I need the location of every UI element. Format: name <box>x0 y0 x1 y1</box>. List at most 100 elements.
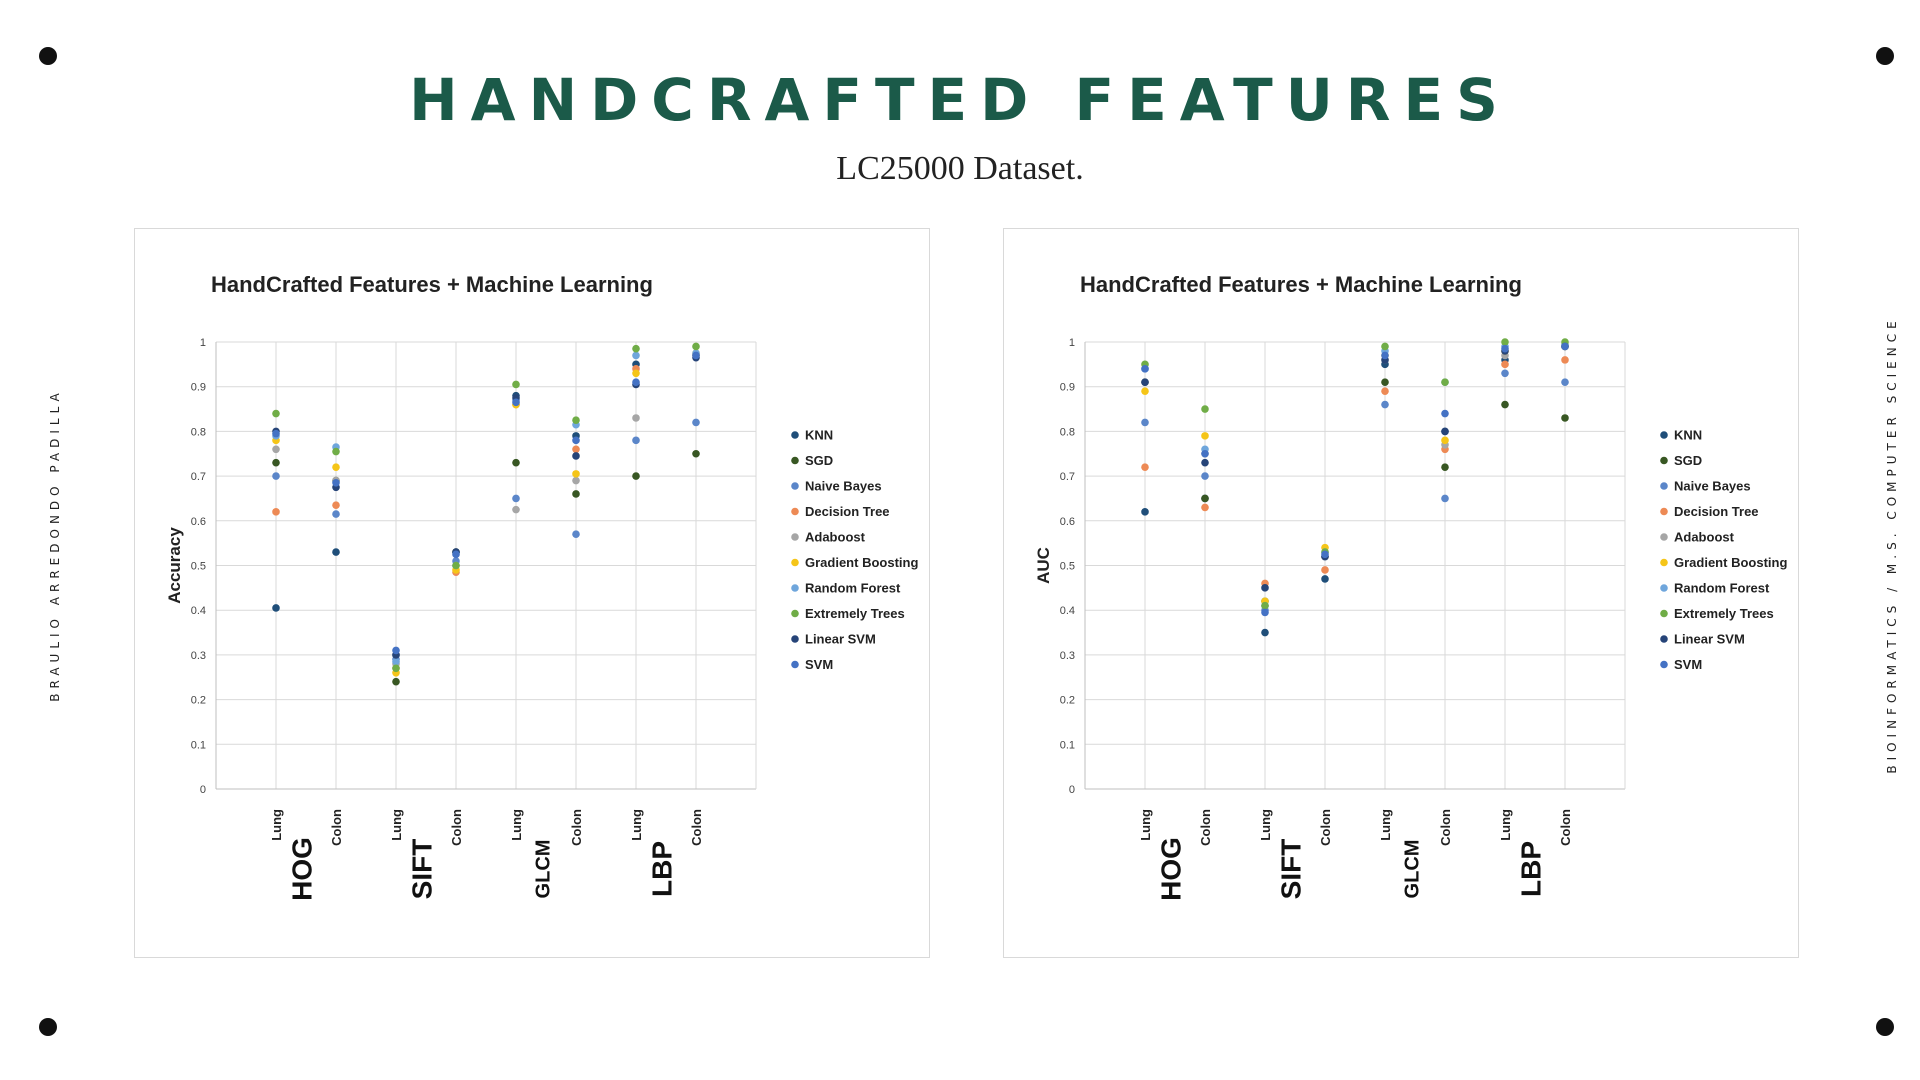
legend-label-gradient-boosting: Gradient Boosting <box>1674 555 1787 570</box>
point-adaboost <box>272 445 280 454</box>
y-tick-label: 0.1 <box>191 739 206 751</box>
group-label-sift: SIFT <box>1275 839 1306 900</box>
point-linear-svm <box>1441 427 1449 436</box>
legend-marker-knn <box>791 431 799 439</box>
legend-label-random-forest: Random Forest <box>1674 581 1770 596</box>
corner-dot-top-left <box>39 47 57 65</box>
x-tick-label: Lung <box>269 809 284 841</box>
point-knn <box>272 604 280 612</box>
point-naive-bayes <box>1381 400 1389 409</box>
y-tick-label: 1 <box>1069 337 1075 349</box>
legend-marker-knn <box>1660 431 1668 439</box>
y-tick-label: 0.3 <box>191 650 206 662</box>
legend-marker-decision-tree <box>1660 507 1668 516</box>
point-random-forest <box>632 351 640 360</box>
x-tick-label: Lung <box>1498 809 1513 841</box>
point-naive-bayes <box>512 494 520 503</box>
point-decision-tree <box>572 445 580 454</box>
group-label-hog: HOG <box>286 837 317 901</box>
legend-label-linear-svm: Linear SVM <box>1674 632 1745 647</box>
x-tick-label: Lung <box>629 809 644 841</box>
point-svm <box>1501 344 1509 353</box>
y-tick-label: 0.7 <box>191 471 206 483</box>
legend-label-naive-bayes: Naive Bayes <box>805 479 882 494</box>
point-adaboost <box>512 505 520 514</box>
legend-label-svm: SVM <box>805 657 833 672</box>
legend-marker-adaboost <box>791 533 799 541</box>
legend-label-linear-svm: Linear SVM <box>805 632 876 647</box>
point-knn <box>1261 628 1269 637</box>
y-tick-label: 1 <box>200 337 206 349</box>
legend-marker-svm <box>791 660 799 669</box>
author-name: BRAULIO ARREDONDO PADILLA <box>48 388 62 702</box>
y-tick-label: 0 <box>1069 784 1075 796</box>
group-label-lbp: LBP <box>646 841 677 897</box>
legend-label-naive-bayes: Naive Bayes <box>1674 479 1751 494</box>
page-subtitle: LC25000 Dataset. <box>836 150 1084 187</box>
x-tick-label: Colon <box>329 809 344 846</box>
point-svm <box>1441 409 1449 418</box>
legend-marker-random-forest <box>1660 584 1668 592</box>
point-svm <box>512 398 520 407</box>
point-extremely-trees <box>272 409 280 418</box>
point-gradient-boosting <box>572 470 580 478</box>
legend-marker-sgd <box>791 456 799 465</box>
point-svm <box>1141 365 1149 373</box>
legend-marker-sgd <box>1660 456 1668 465</box>
legend-label-knn: KNN <box>1674 428 1702 443</box>
point-decision-tree <box>1501 360 1509 369</box>
point-sgd <box>1561 414 1569 422</box>
legend-label-sgd: SGD <box>1674 453 1702 468</box>
group-label-glcm: GLCM <box>532 840 554 899</box>
point-gradient-boosting <box>632 369 640 378</box>
point-extremely-trees <box>572 416 580 425</box>
point-decision-tree <box>1381 387 1389 395</box>
point-extremely-trees <box>1201 405 1209 413</box>
point-linear-svm <box>1141 378 1149 387</box>
accuracy-chart: HandCrafted Features + Machine Learning 0… <box>165 272 918 901</box>
x-tick-label: Lung <box>509 809 524 841</box>
y-tick-label: 0.9 <box>191 382 206 394</box>
corner-dot-top-right <box>1876 47 1894 65</box>
legend-label-extremely-trees: Extremely Trees <box>1674 606 1774 621</box>
point-naive-bayes <box>1201 472 1209 480</box>
point-extremely-trees <box>632 344 640 353</box>
point-gradient-boosting <box>332 463 340 471</box>
point-sgd <box>512 458 520 467</box>
point-extremely-trees <box>1441 378 1449 387</box>
y-tick-label: 0.2 <box>191 695 206 707</box>
legend-marker-gradient-boosting <box>1660 558 1668 567</box>
point-decision-tree <box>1321 566 1329 574</box>
point-gradient-boosting <box>1441 436 1449 445</box>
point-extremely-trees <box>332 447 340 456</box>
point-naive-bayes <box>572 530 580 539</box>
chart-title: HandCrafted Features + Machine Learning <box>211 272 653 297</box>
y-tick-label: 0.4 <box>1060 605 1075 617</box>
point-sgd <box>272 458 280 467</box>
y-tick-label: 0.4 <box>191 605 206 617</box>
point-adaboost <box>572 476 580 485</box>
x-tick-label: Colon <box>1198 809 1213 846</box>
point-decision-tree <box>332 501 340 509</box>
point-naive-bayes <box>1441 494 1449 503</box>
group-label-sift: SIFT <box>406 839 437 900</box>
point-svm <box>452 550 460 559</box>
x-tick-label: Colon <box>1558 809 1573 846</box>
point-extremely-trees <box>692 342 700 351</box>
point-svm <box>572 436 580 445</box>
point-svm <box>1201 449 1209 458</box>
point-extremely-trees <box>1501 338 1509 346</box>
point-decision-tree <box>272 508 280 516</box>
legend-label-decision-tree: Decision Tree <box>805 504 890 519</box>
point-knn <box>1141 508 1149 516</box>
legend-label-adaboost: Adaboost <box>1674 530 1735 545</box>
point-naive-bayes <box>1501 369 1509 378</box>
point-sgd <box>632 472 640 480</box>
legend-label-svm: SVM <box>1674 657 1702 672</box>
legend-label-sgd: SGD <box>805 453 833 468</box>
corner-dot-bottom-left <box>39 1018 57 1036</box>
point-sgd <box>1501 400 1509 409</box>
point-random-forest <box>392 657 400 666</box>
x-tick-label: Colon <box>1438 809 1453 846</box>
x-tick-label: Lung <box>1378 809 1393 841</box>
